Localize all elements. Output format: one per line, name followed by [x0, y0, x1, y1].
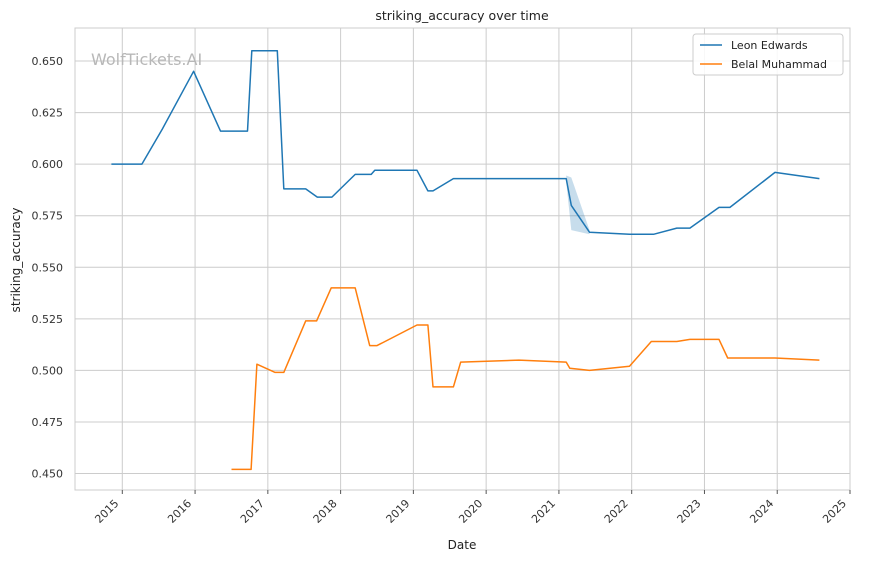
- y-axis-label: striking_accuracy: [9, 208, 23, 313]
- legend: Leon Edwards Belal Muhammad: [692, 33, 844, 76]
- y-tick-label: 0.650: [32, 55, 64, 68]
- y-tick-label: 0.550: [32, 261, 64, 274]
- y-tick-labels: 0.450 0.475 0.500 0.525 0.550 0.575 0.600 0.625…: [32, 55, 64, 481]
- y-tick-label: 0.450: [32, 468, 64, 481]
- y-tick-label: 0.625: [32, 107, 64, 120]
- legend-label-leon-edwards: Leon Edwards: [731, 39, 808, 52]
- confidence-band-leon-edwards: [566, 175, 590, 235]
- chart-title: striking_accuracy over time: [375, 8, 549, 23]
- y-tick-label: 0.525: [32, 313, 64, 326]
- y-tick-label: 0.575: [32, 210, 64, 223]
- y-tick-label: 0.600: [32, 158, 64, 171]
- series-line-belal-muhammad: [231, 287, 820, 471]
- confidence-bands: [566, 175, 590, 235]
- watermark: WolfTickets.AI: [91, 50, 202, 69]
- series-line-leon-edwards: [111, 49, 820, 236]
- legend-box: [692, 33, 844, 76]
- plot-frame: [74, 27, 851, 491]
- legend-label-belal-muhammad: Belal Muhammad: [731, 58, 827, 71]
- x-axis-label: Date: [448, 538, 477, 552]
- y-tick-label: 0.500: [32, 364, 64, 377]
- series-lines: [111, 49, 820, 471]
- y-tick-label: 0.475: [32, 416, 64, 429]
